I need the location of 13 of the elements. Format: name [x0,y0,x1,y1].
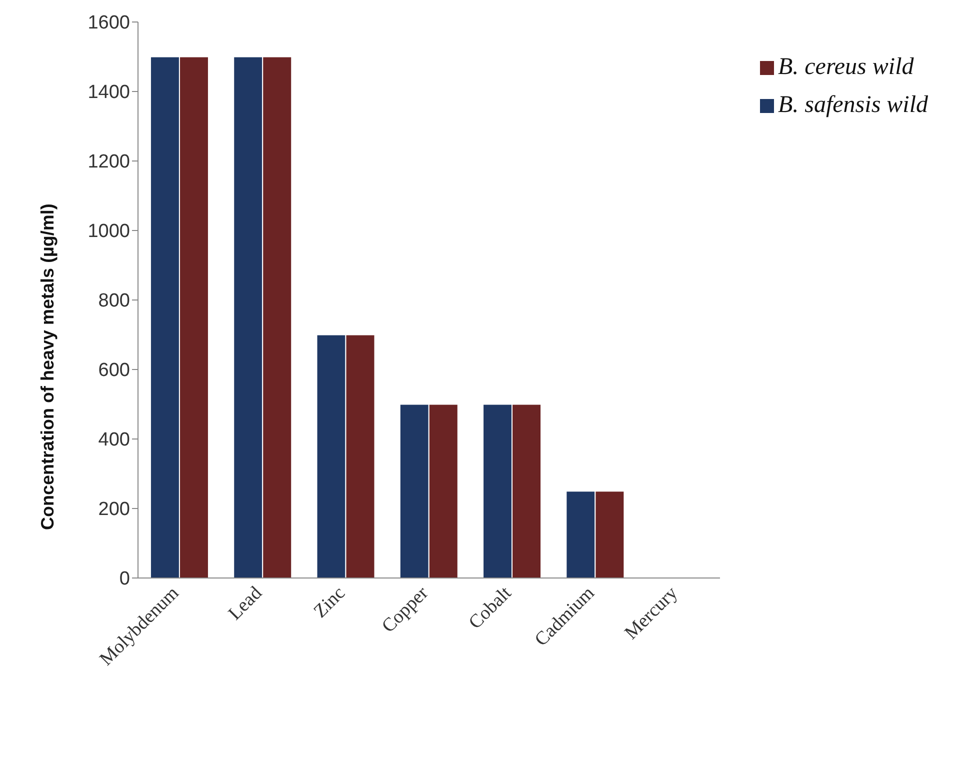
y-tick-label: 400 [98,430,130,451]
y-tick-label: 600 [98,360,130,382]
y-tick-label: 200 [98,499,130,520]
y-tick-label: 1400 [88,82,130,104]
y-tick-label: 1000 [88,221,130,242]
legend-label: B. safensis wild [778,92,928,118]
x-tick-label: Zinc [310,582,350,622]
y-tick-label: 800 [98,290,130,312]
y-tick-label: 0 [119,568,130,590]
legend-label: B. cereus wild [778,54,914,80]
y-tick-label: 1600 [88,12,130,34]
y-axis-title: Concentration of heavy metals (µg/ml) [37,204,58,530]
y-tick-label: 1200 [88,152,130,173]
